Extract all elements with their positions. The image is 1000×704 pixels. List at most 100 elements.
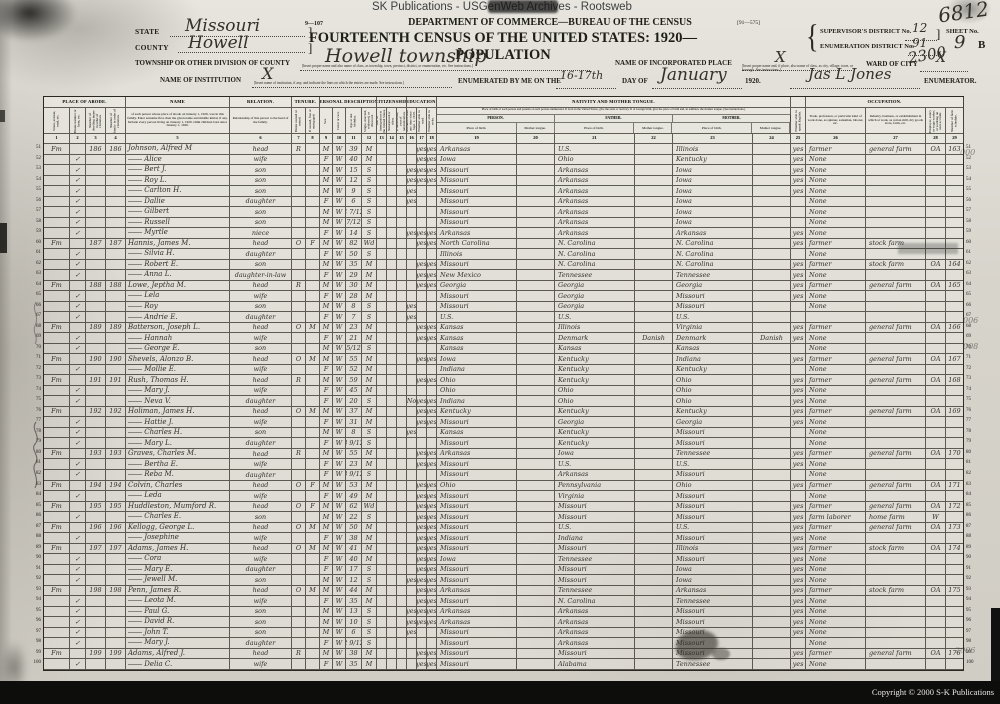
cell-bp: Kansas bbox=[437, 427, 517, 439]
line-number: 85 bbox=[36, 502, 41, 508]
cell-ind bbox=[866, 469, 926, 481]
column-number-text: 23 bbox=[710, 135, 715, 141]
cell-mtm bbox=[753, 417, 791, 428]
cell-bf: Denmark bbox=[555, 333, 635, 344]
cell-fm bbox=[306, 249, 320, 260]
cell-fm bbox=[306, 196, 320, 208]
cell-em bbox=[926, 459, 946, 470]
cell-ny bbox=[397, 322, 407, 334]
column-desc-text: Whether able to speak English. bbox=[793, 109, 801, 132]
cell-em: OA bbox=[926, 144, 946, 155]
cell-ag: 20 bbox=[346, 396, 362, 407]
cell-c: W bbox=[333, 333, 346, 344]
cell-hn: ✓ bbox=[70, 249, 86, 260]
cell-oc: farmer bbox=[806, 406, 866, 418]
cell-fm bbox=[306, 575, 320, 586]
cell-ag: 17 bbox=[346, 564, 362, 576]
cell-ms: M bbox=[362, 375, 377, 386]
cell-o bbox=[292, 154, 306, 166]
cell-rel: head bbox=[230, 322, 292, 334]
cell-sx: M bbox=[320, 648, 333, 660]
cell-f bbox=[106, 186, 126, 197]
cell-fm bbox=[306, 217, 320, 229]
cell-em: OA bbox=[926, 501, 946, 513]
place-of-birth-label: Place of birth. bbox=[555, 123, 635, 133]
cell-s bbox=[44, 469, 70, 481]
cell-na bbox=[387, 438, 397, 449]
line-number: 86 bbox=[36, 513, 41, 519]
cell-na bbox=[387, 396, 397, 407]
cell-bp: Missouri bbox=[437, 543, 517, 555]
cell-na bbox=[387, 385, 397, 397]
cell-mtp bbox=[517, 354, 555, 365]
cell-mtf bbox=[635, 585, 673, 597]
cell-ind bbox=[866, 175, 926, 187]
cell-hn bbox=[70, 501, 86, 513]
cell-bp: Missouri bbox=[437, 438, 517, 449]
cell-im bbox=[377, 144, 387, 155]
cell-eng: yes bbox=[791, 175, 806, 187]
cell-mtm bbox=[753, 533, 791, 544]
cell-ag: 62 bbox=[346, 501, 362, 513]
cell-f bbox=[106, 154, 126, 166]
cell-ny bbox=[397, 144, 407, 155]
cell-d bbox=[86, 659, 106, 670]
cell-mtf bbox=[635, 543, 673, 555]
cell-sx: F bbox=[320, 385, 333, 397]
cell-eng: yes bbox=[791, 396, 806, 407]
column-number-text: 10 bbox=[336, 135, 342, 141]
cell-bf: Kentucky bbox=[555, 438, 635, 449]
cell-mtp bbox=[517, 270, 555, 281]
line-number: 55 bbox=[966, 187, 971, 193]
cell-fs bbox=[946, 606, 964, 618]
cell-bp: Illinois bbox=[437, 249, 517, 260]
cell-c: W bbox=[333, 491, 346, 502]
cell-em: OA bbox=[926, 480, 946, 492]
cell-mtp bbox=[517, 448, 555, 460]
watermark-text: SK Publications - USGenWeb Archives - Ro… bbox=[372, 1, 632, 13]
cell-ind bbox=[866, 364, 926, 376]
cell-bp: Kansas bbox=[437, 333, 517, 344]
cell-fs bbox=[946, 385, 964, 397]
cell-bp: Missouri bbox=[437, 638, 517, 649]
cell-nm: Batterson, Joseph L. bbox=[126, 322, 230, 334]
line-number: 80 bbox=[966, 449, 971, 455]
column-number: 22 bbox=[635, 134, 673, 144]
column-number: 2 bbox=[70, 134, 86, 144]
cell-rel: head bbox=[230, 280, 292, 292]
cell-ms: S bbox=[362, 301, 377, 313]
cell-bm: Missouri bbox=[673, 427, 753, 439]
cell-mtm bbox=[753, 512, 791, 523]
cell-ind: general farm bbox=[866, 280, 926, 292]
column-number: 7 bbox=[292, 134, 306, 144]
cell-f bbox=[106, 427, 126, 439]
column-desc-text: Whether able to read. bbox=[417, 109, 425, 132]
cell-sch bbox=[407, 343, 417, 355]
cell-mtf bbox=[635, 354, 673, 365]
cell-sch bbox=[407, 249, 417, 260]
cell-eng: yes bbox=[791, 154, 806, 166]
cell-hn: ✓ bbox=[70, 417, 86, 428]
cell-sch bbox=[407, 480, 417, 492]
cell-ag: 35 bbox=[346, 259, 362, 271]
cell-o bbox=[292, 270, 306, 281]
cell-ms: M bbox=[362, 585, 377, 597]
line-number: 69 bbox=[36, 334, 41, 340]
cell-rel: niece bbox=[230, 228, 292, 239]
cell-hn: ✓ bbox=[70, 165, 86, 176]
cell-wr: yes bbox=[427, 396, 437, 407]
enumerated-date: 16-17th bbox=[560, 69, 604, 82]
cell-ind: stock farm bbox=[866, 238, 926, 250]
cell-f: 198 bbox=[106, 585, 126, 597]
census-table: PLACE OF ABODE. NAME RELATION. TENURE. PERSO… bbox=[43, 96, 964, 671]
cell-rd: yes bbox=[417, 575, 427, 586]
line-numbers-left: 51 52 53 54 55 56 57 58 59 60 61 62 63 64 65 66 67 68 69 70… bbox=[29, 143, 42, 669]
cell-bm: Ohio bbox=[673, 480, 753, 492]
cell-sx: F bbox=[320, 291, 333, 302]
cell-fm bbox=[306, 207, 320, 218]
column-desc-text: Sex. bbox=[323, 117, 328, 124]
column-number: 9 bbox=[320, 134, 333, 144]
cell-im bbox=[377, 459, 387, 470]
cell-rel: son bbox=[230, 606, 292, 618]
